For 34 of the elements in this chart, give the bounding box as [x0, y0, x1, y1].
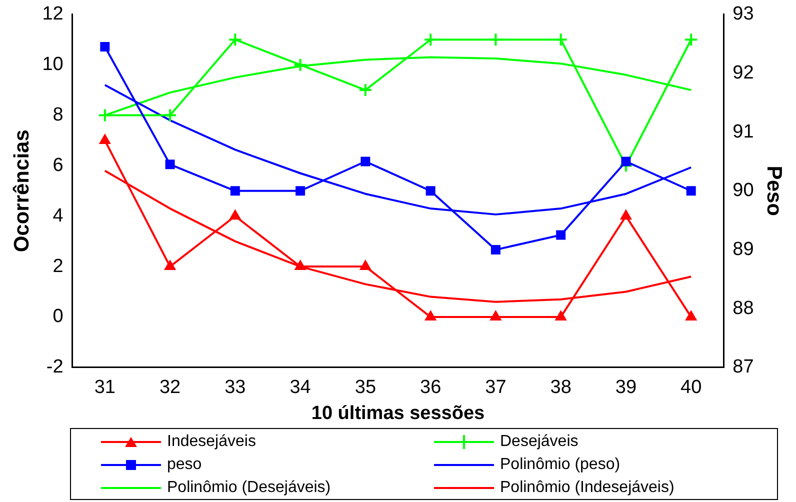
y-tick-label: 0 [52, 306, 64, 328]
legend-label: Desejáveis [500, 433, 578, 450]
x-tick-label: 31 [94, 377, 116, 398]
legend-label: Polinômio (peso) [500, 456, 620, 473]
x-tick-label: 32 [159, 377, 181, 398]
y-tick-label: 12 [42, 4, 64, 25]
x-tick-label: 40 [680, 377, 702, 398]
x-tick-label: 33 [224, 377, 246, 398]
y2-tick-label: 93 [732, 4, 754, 25]
y2-tick-label: 90 [732, 180, 754, 202]
x-tick-label: 37 [485, 377, 506, 398]
x-tick-label: 36 [420, 377, 442, 398]
y2-tick-label: 87 [732, 356, 754, 378]
y2-tick-label: 89 [732, 238, 754, 260]
y-axis-title: Ocorrências [10, 130, 34, 252]
y-tick-label: 6 [52, 154, 64, 176]
legend-label: Indesejáveis [167, 433, 256, 450]
legend-label: Polinômio (Indesejáveis) [500, 479, 674, 496]
y2-tick-label: 88 [732, 298, 754, 319]
x-tick-label: 39 [615, 377, 637, 398]
x-tick-label: 34 [290, 377, 312, 398]
y-tick-label: -2 [46, 356, 64, 378]
y-tick-label: 4 [52, 205, 64, 226]
y-tick-label: 2 [52, 256, 64, 277]
y-tick-label: 8 [52, 104, 64, 126]
x-tick-label: 35 [354, 377, 376, 398]
y-tick-label: 10 [42, 54, 64, 76]
legend-label: Polinômio (Desejáveis) [167, 479, 331, 496]
x-tick-label: 38 [550, 377, 572, 398]
x-axis-title: 10 últimas sessões [311, 402, 485, 424]
y2-tick-label: 91 [732, 121, 754, 142]
legend-label: peso [167, 456, 202, 473]
y2-tick-label: 92 [732, 62, 754, 84]
y2-axis-title: Peso [762, 166, 786, 216]
